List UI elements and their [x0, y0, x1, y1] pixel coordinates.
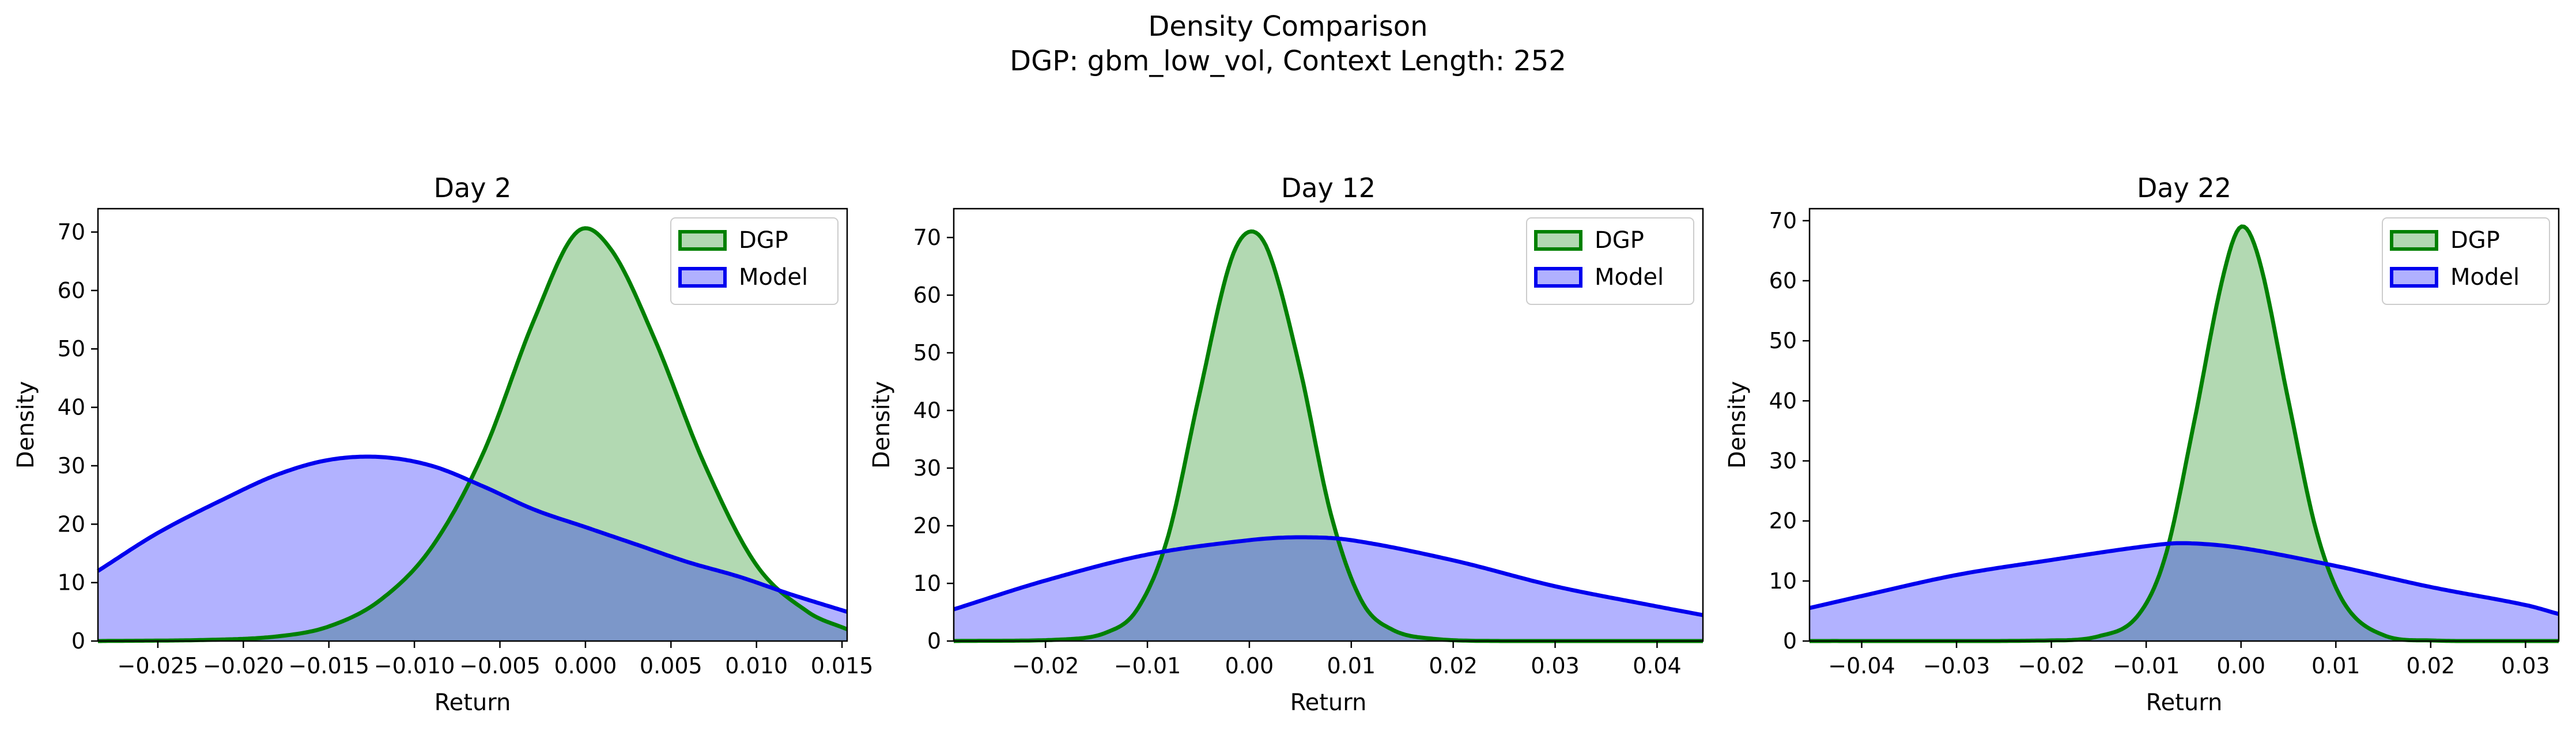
x-tick-label: −0.04 — [1828, 653, 1895, 679]
dgp-density-area — [98, 228, 847, 641]
model-density-line — [1809, 541, 2559, 616]
y-tick-label: 10 — [1769, 568, 1797, 594]
y-tick-label: 10 — [58, 570, 85, 595]
y-tick-label: 20 — [58, 511, 85, 537]
y-tick-label: 60 — [58, 278, 85, 303]
x-tick-label: 0.03 — [2501, 653, 2550, 679]
dgp-density-line — [98, 226, 848, 643]
x-tick-label: −0.02 — [2018, 653, 2084, 679]
x-tick-label: −0.020 — [203, 653, 284, 679]
y-tick-label: 50 — [913, 340, 941, 365]
y-tick-label: 40 — [913, 398, 941, 423]
model-legend-label: Model — [739, 264, 808, 291]
y-tick-label: 10 — [913, 571, 941, 596]
y-axis-label: Density — [868, 381, 895, 469]
y-axis-label: Density — [13, 381, 39, 469]
model-density-line — [953, 535, 1704, 617]
y-tick-label: 50 — [1769, 328, 1797, 353]
dgp-legend-label: DGP — [2450, 227, 2500, 254]
legend: DGP Model — [1526, 217, 1694, 305]
axes-frame — [97, 208, 848, 642]
axes-frame — [953, 208, 1704, 642]
y-tick-label: 50 — [58, 336, 85, 361]
model-density-area — [954, 537, 1703, 641]
x-tick-label: −0.02 — [1012, 653, 1079, 679]
model-legend-swatch — [2390, 267, 2438, 288]
legend: DGP Model — [670, 217, 838, 305]
y-tick-label: 60 — [913, 282, 941, 308]
x-tick-label: 0.005 — [640, 653, 702, 679]
model-density-area — [1810, 543, 2559, 641]
y-axis-label: Density — [1724, 381, 1751, 469]
x-tick-label: 0.000 — [554, 653, 617, 679]
figure-subtitle: DGP: gbm_low_vol, Context Length: 252 — [1010, 45, 1566, 77]
model-legend-swatch — [678, 267, 727, 288]
x-tick-label: 0.03 — [1531, 653, 1580, 679]
model-legend-swatch — [1534, 267, 1582, 288]
legend: DGP Model — [2382, 217, 2550, 305]
model-legend-label: Model — [1595, 264, 1664, 291]
x-tick-label: 0.04 — [1633, 653, 1682, 679]
panel-2: −0.02 −0.01 0.00 0.01 0.02 0.03 0.04 0 10 20 30 40 5… — [868, 172, 1704, 716]
figure-title: Density Comparison — [1148, 10, 1427, 43]
x-tick-label: 0.00 — [2216, 653, 2265, 679]
x-axis-label: Return — [1290, 689, 1367, 716]
x-tick-label: −0.010 — [374, 653, 455, 679]
dgp-legend-swatch — [678, 230, 727, 251]
y-tick-label: 20 — [1769, 508, 1797, 534]
x-tick-label: 0.01 — [2311, 653, 2360, 679]
dgp-legend-label: DGP — [739, 227, 788, 254]
dgp-density-area — [954, 231, 1703, 641]
panel-title: Day 2 — [434, 172, 512, 203]
dgp-legend-swatch — [1534, 230, 1582, 251]
x-tick-label: 0.00 — [1225, 653, 1274, 679]
dgp-legend-label: DGP — [1595, 227, 1644, 254]
x-tick-label: −0.03 — [1923, 653, 1990, 679]
x-tick-label: 0.010 — [725, 653, 788, 679]
model-density-area — [98, 457, 847, 641]
y-tick-label: 0 — [927, 628, 941, 654]
dgp-density-area — [1810, 226, 2559, 641]
x-tick-label: −0.005 — [459, 653, 541, 679]
axes-frame — [1808, 208, 2560, 642]
x-tick-label: −0.01 — [1114, 653, 1181, 679]
y-tick-label: 0 — [1783, 628, 1797, 654]
x-tick-label: 0.02 — [1429, 653, 1478, 679]
y-tick-label: 70 — [1769, 208, 1797, 233]
y-tick-label: 30 — [1769, 448, 1797, 474]
y-tick-label: 60 — [1769, 268, 1797, 293]
panel-title: Day 12 — [1281, 172, 1376, 203]
x-tick-label: 0.01 — [1327, 653, 1376, 679]
x-axis-label: Return — [435, 689, 511, 716]
y-tick-label: 30 — [913, 455, 941, 481]
x-tick-label: 0.015 — [811, 653, 874, 679]
x-tick-label: −0.025 — [118, 653, 199, 679]
x-tick-label: −0.01 — [2113, 653, 2180, 679]
y-tick-label: 70 — [58, 220, 85, 245]
y-tick-label: 0 — [71, 628, 85, 654]
y-tick-label: 40 — [1769, 388, 1797, 413]
x-tick-label: 0.02 — [2407, 653, 2456, 679]
dgp-legend-swatch — [2390, 230, 2438, 251]
y-tick-label: 40 — [58, 395, 85, 420]
panel-title: Day 22 — [2137, 172, 2231, 203]
x-axis-label: Return — [2146, 689, 2223, 716]
panel-1: −0.025 −0.020 −0.015 −0.010 −0.005 0.000 0.005… — [13, 172, 873, 716]
model-legend-label: Model — [2450, 264, 2520, 291]
panel-3: −0.04 −0.03 −0.02 −0.01 0.00 0.01 0.02 0.03 0 10 2… — [1724, 172, 2560, 716]
x-tick-label: −0.015 — [288, 653, 369, 679]
model-density-line — [97, 454, 848, 614]
y-tick-label: 70 — [913, 225, 941, 250]
y-tick-label: 20 — [913, 513, 941, 538]
y-tick-label: 30 — [58, 453, 85, 478]
